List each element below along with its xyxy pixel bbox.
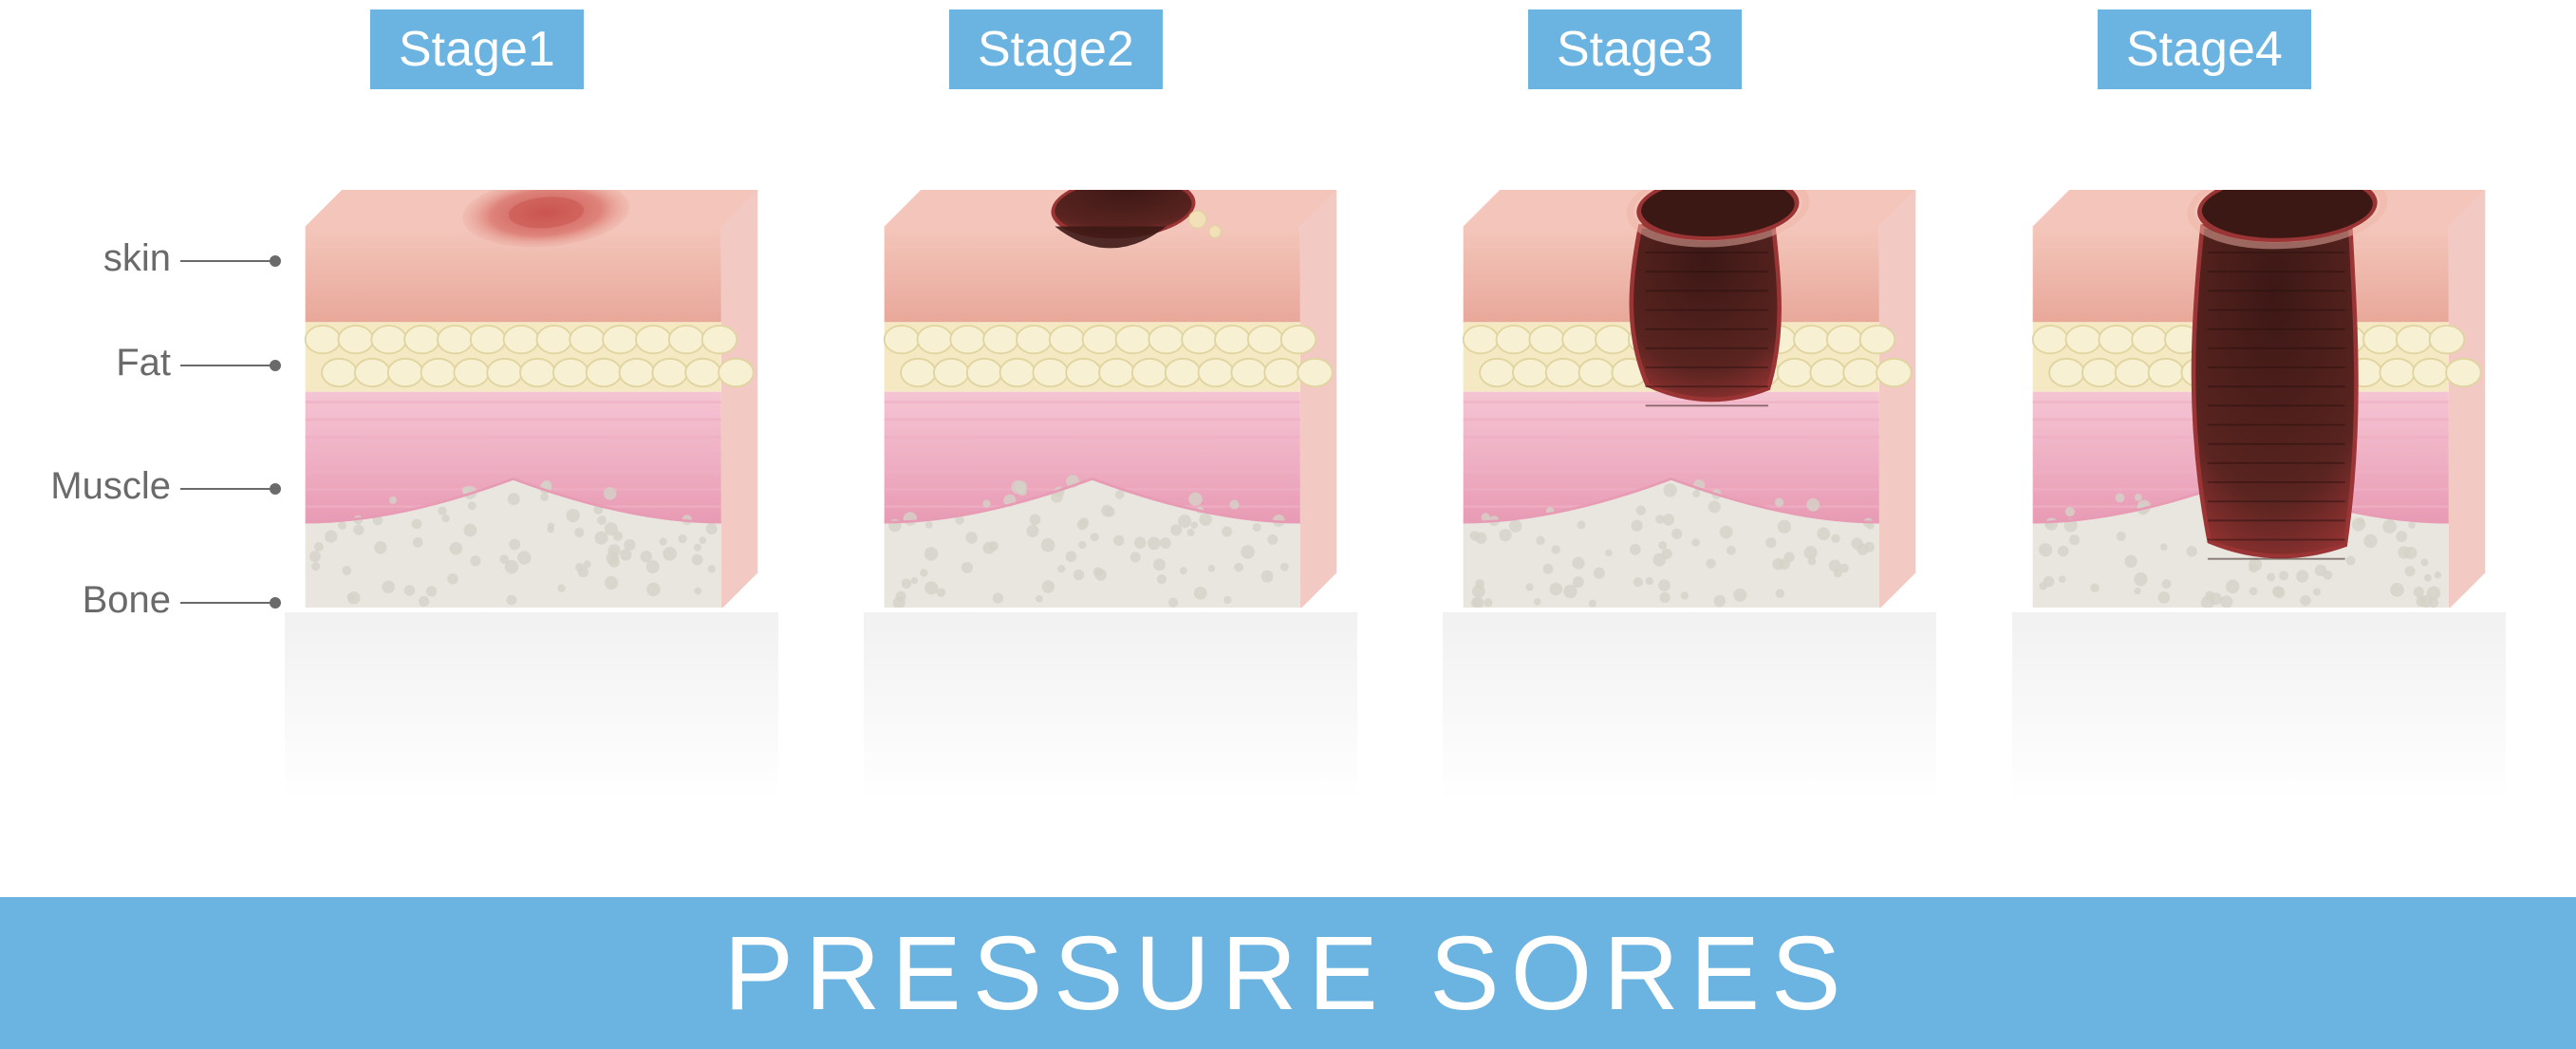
tissue-block-stage1 [285,190,778,608]
reflection-3 [1443,612,1936,802]
reflection-1 [285,612,778,802]
reflection-4 [2012,612,2506,802]
stage-label-3: Stage3 [1528,9,1742,89]
tissue-block-stage3 [1443,190,1936,608]
stage-label-2: Stage2 [949,9,1163,89]
tissue-block-stage2 [864,190,1357,608]
tissue-block-stage4 [2012,190,2506,608]
title-bar: PRESSURE SORES [0,897,2576,1049]
reflection-2 [864,612,1357,802]
diagrams-row [0,190,2576,759]
stage-labels-row: Stage1 Stage2 Stage3 Stage4 [0,9,2576,95]
main-title: PRESSURE SORES [724,913,1853,1034]
stage-label-1: Stage1 [370,9,584,89]
stage-label-4: Stage4 [2098,9,2311,89]
